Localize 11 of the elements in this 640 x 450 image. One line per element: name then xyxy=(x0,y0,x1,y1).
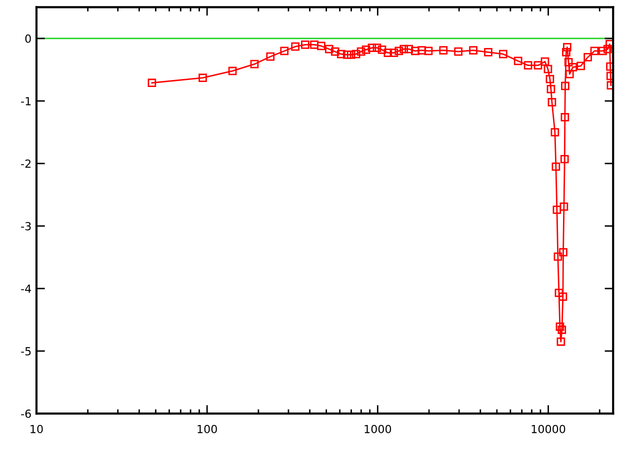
x-tick-label: 1000 xyxy=(364,424,392,434)
y-tick-label: -1 xyxy=(21,97,31,106)
y-tick-label: -4 xyxy=(21,284,31,293)
y-tick-label: -3 xyxy=(21,222,31,230)
x-tick-label: 10 xyxy=(30,424,43,434)
y-tick-label: -5 xyxy=(21,347,31,356)
y-tick-label: -6 xyxy=(21,410,31,418)
y-tick-label: 0 xyxy=(25,34,31,43)
x-tick-label: 100 xyxy=(198,424,217,434)
x-tick-label: 10000 xyxy=(532,424,566,434)
y-tick-label: -2 xyxy=(21,159,31,168)
